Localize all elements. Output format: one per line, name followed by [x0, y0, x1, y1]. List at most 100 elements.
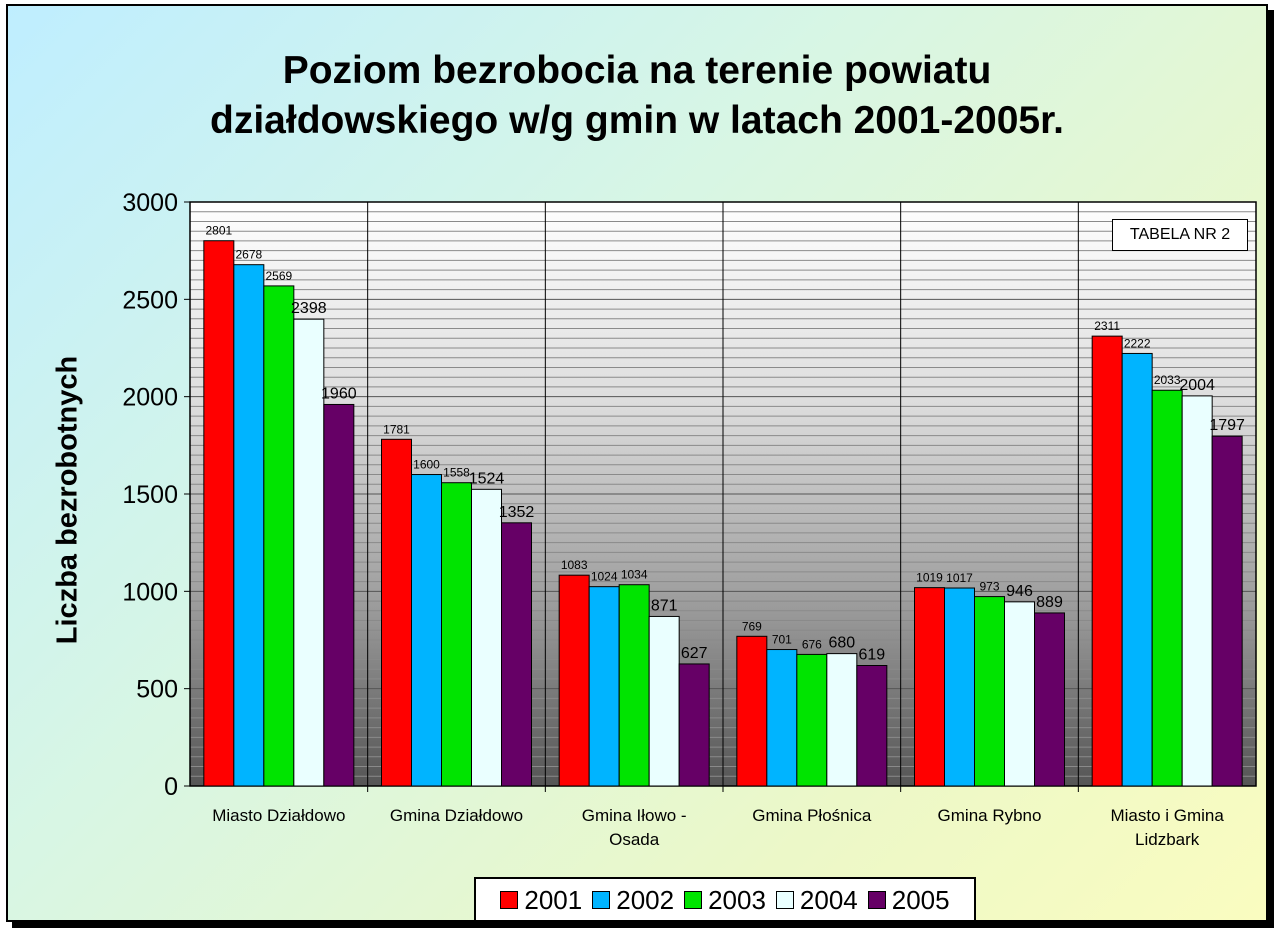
- bar-2005-3: [856, 665, 888, 787]
- legend-label: 2003: [708, 884, 766, 915]
- data-label: 680: [828, 635, 855, 652]
- chart-title: Poziom bezrobocia na terenie powiatu dzi…: [8, 46, 1266, 146]
- chart-title-line-1: Poziom bezrobocia na terenie powiatu: [282, 49, 992, 92]
- y-tick-label: 500: [136, 676, 178, 704]
- legend-item-2002: 2002: [592, 885, 674, 916]
- legend-swatch: [684, 891, 703, 909]
- data-label: 946: [1006, 583, 1033, 600]
- data-label: 2311: [1094, 319, 1120, 333]
- bar-2004-4: [1004, 601, 1035, 787]
- legend: 2001 2002 2003 2004 2005: [474, 877, 976, 920]
- bar-2005-1: [501, 522, 532, 787]
- data-label: 1600: [413, 458, 440, 472]
- legend-swatch: [775, 891, 794, 909]
- data-label: 973: [979, 580, 999, 594]
- y-tick-label: 2000: [122, 384, 178, 412]
- data-label: 769: [742, 619, 762, 633]
- bar-2004-0: [293, 318, 325, 787]
- legend-swatch: [592, 891, 611, 909]
- data-label: 2801: [205, 224, 232, 238]
- legend-label: 2002: [616, 884, 675, 915]
- chart-frame: Poziom bezrobocia na terenie powiatu dzi…: [6, 4, 1268, 922]
- legend-swatch: [867, 891, 886, 909]
- legend-label: 2001: [524, 884, 583, 915]
- bar-2003-2: [618, 584, 650, 787]
- table-number-annotation: TABELA NR 2: [1112, 219, 1248, 251]
- bar-2003-3: [796, 653, 828, 787]
- gridlines: [190, 202, 1256, 786]
- data-label: 1797: [1209, 417, 1245, 434]
- bar-2004-2: [648, 615, 680, 787]
- bar-2002-2: [588, 586, 620, 787]
- data-label: 1019: [916, 571, 943, 585]
- bar-2004-5: [1181, 395, 1213, 787]
- data-label: 889: [1036, 594, 1063, 611]
- legend-label: 2004: [799, 884, 858, 915]
- data-label: 2569: [265, 269, 292, 283]
- bar-2002-0: [233, 264, 265, 787]
- y-tick-label: 1000: [122, 578, 178, 606]
- bar-2004-3: [826, 653, 858, 787]
- data-label: 1024: [591, 570, 618, 584]
- y-tick-label: 3000: [122, 189, 178, 217]
- bars: [203, 240, 1243, 787]
- data-label: 1960: [321, 385, 357, 402]
- x-tick-label: Gmina Rybno: [938, 806, 1042, 825]
- bar-2004-1: [471, 488, 502, 787]
- y-tick-label: 1500: [122, 481, 178, 509]
- data-label: 2678: [235, 248, 262, 262]
- bar-2003-4: [974, 596, 1005, 787]
- bar-2002-1: [411, 474, 442, 787]
- data-label: 1524: [469, 470, 505, 487]
- data-label: 676: [802, 637, 822, 651]
- x-tick-label: Gmina Iłowo -: [582, 806, 687, 825]
- bar-2001-2: [558, 574, 590, 787]
- bar-2001-0: [203, 240, 235, 787]
- x-tick-label: Gmina Działdowo: [390, 806, 523, 825]
- legend-item-2004: 2004: [775, 884, 858, 916]
- y-tick-label: 2500: [122, 286, 178, 314]
- chart-title-line-2: działdowskiego w/g gmin w latach 2001-20…: [210, 99, 1064, 142]
- legend-label: 2005: [891, 884, 950, 915]
- data-label: 1017: [946, 571, 973, 585]
- x-tick-label: Miasto Działdowo: [212, 806, 345, 825]
- legend-item-2005: 2005: [867, 884, 950, 916]
- data-label: 701: [772, 633, 792, 647]
- bar-2003-1: [441, 482, 472, 787]
- data-label: 1083: [561, 558, 588, 572]
- data-label: 871: [651, 597, 678, 614]
- bar-2002-3: [766, 649, 798, 787]
- data-label: 2398: [291, 300, 327, 317]
- bar-2001-3: [736, 635, 768, 787]
- bar-2003-0: [263, 285, 295, 787]
- legend-item-2001: 2001: [500, 885, 582, 916]
- bar-2003-5: [1151, 389, 1183, 787]
- data-label: 1352: [499, 504, 535, 521]
- data-label: 2222: [1124, 336, 1151, 350]
- bar-2001-5: [1091, 335, 1123, 787]
- data-label: 619: [858, 647, 885, 664]
- legend-item-2003: 2003: [684, 885, 766, 916]
- x-tick-label: Osada: [609, 830, 660, 849]
- bar-2001-4: [914, 587, 945, 787]
- y-axis-label: Liczba bezrobotnych: [51, 355, 84, 645]
- data-label: 2033: [1154, 373, 1181, 387]
- data-label: 1034: [621, 568, 648, 582]
- x-tick-label: Gmina Płośnica: [752, 806, 872, 825]
- bar-2002-5: [1121, 352, 1153, 787]
- data-label: 2004: [1179, 377, 1215, 394]
- bar-2002-4: [944, 587, 975, 787]
- data-label: 1558: [443, 466, 470, 480]
- x-tick-label: Miasto i Gmina: [1110, 806, 1224, 825]
- bar-2005-5: [1211, 435, 1243, 787]
- legend-swatch: [500, 891, 519, 909]
- bar-2005-4: [1034, 612, 1065, 787]
- data-label: 627: [681, 645, 708, 662]
- y-tick-label: 0: [164, 773, 178, 801]
- bar-2005-0: [323, 403, 355, 787]
- data-label: 1781: [383, 422, 410, 436]
- x-tick-label: Lidzbark: [1135, 830, 1200, 849]
- bar-2005-2: [678, 663, 710, 787]
